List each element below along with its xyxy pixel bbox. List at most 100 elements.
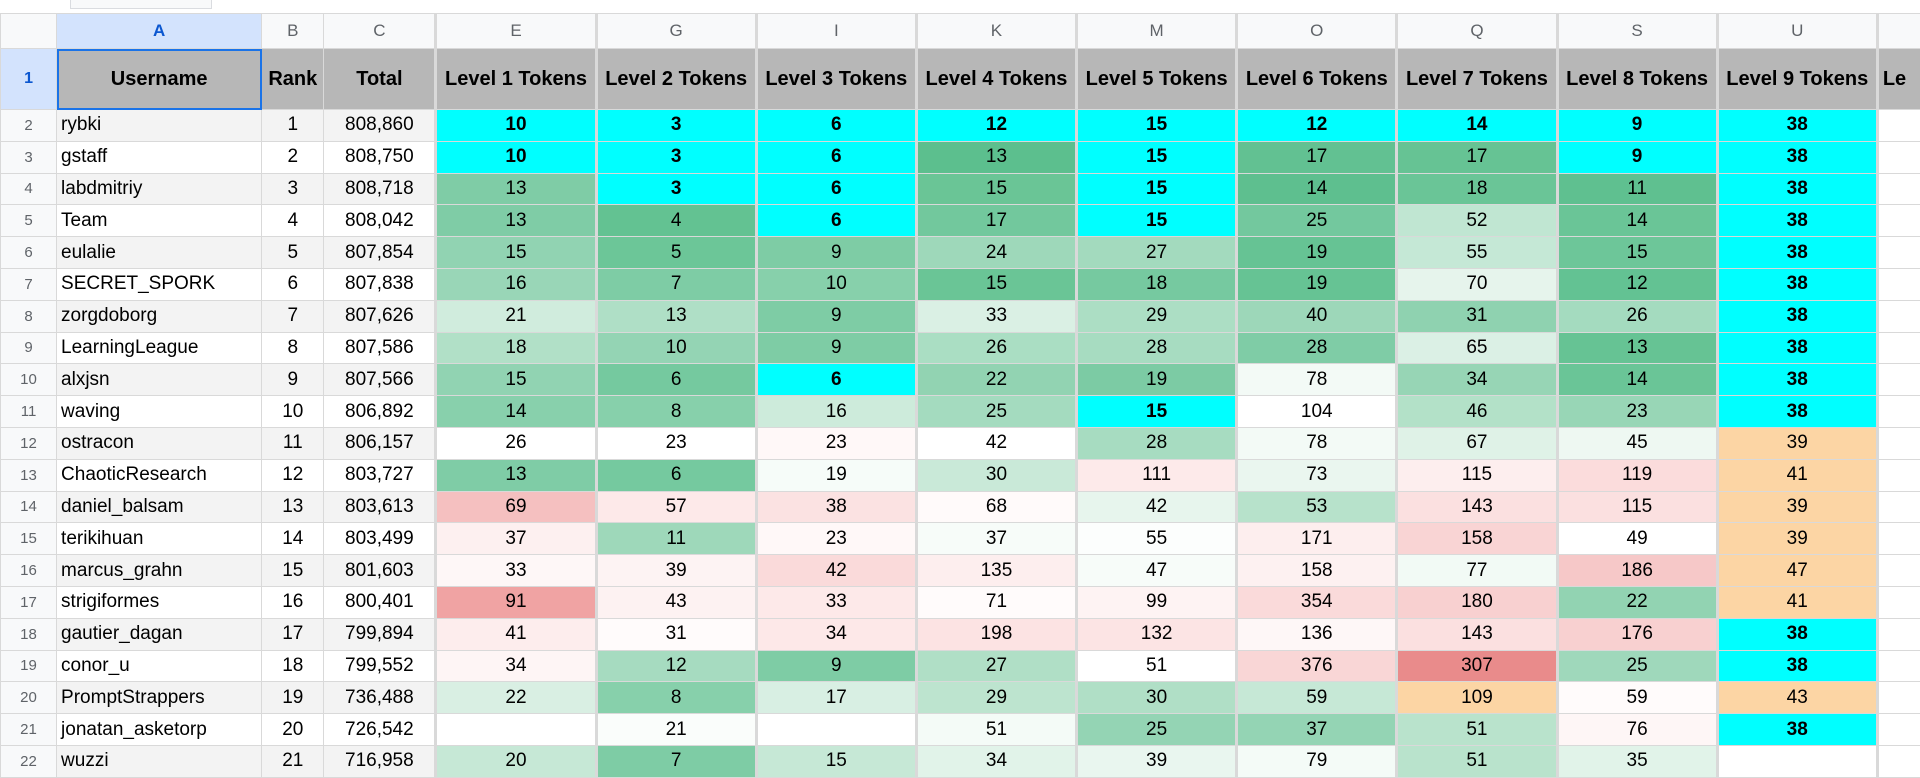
level-5-tokens-cell[interactable]: 28 [1077,332,1237,364]
row-number[interactable]: 16 [1,555,57,587]
column-header-g[interactable]: G [596,14,756,49]
header-cell-a[interactable]: Username [57,49,262,110]
rank-cell[interactable]: 15 [262,555,324,587]
level-9-tokens-cell[interactable]: 43 [1717,682,1877,714]
level-3-tokens-cell[interactable]: 6 [756,205,916,237]
level-6-tokens-cell[interactable]: 19 [1237,268,1397,300]
level-6-tokens-cell[interactable]: 40 [1237,300,1397,332]
row-number[interactable]: 3 [1,141,57,173]
username-cell[interactable]: strigiformes [57,586,262,618]
level-2-tokens-cell[interactable]: 7 [596,268,756,300]
level-4-tokens-cell[interactable]: 37 [916,523,1076,555]
level-8-tokens-cell[interactable]: 25 [1557,650,1717,682]
level-7-tokens-cell[interactable]: 31 [1397,300,1557,332]
rank-cell[interactable]: 1 [262,110,324,142]
column-header-s[interactable]: S [1557,14,1717,49]
header-cell-q[interactable]: Level 7 Tokens [1397,49,1557,110]
level-5-tokens-cell[interactable]: 15 [1077,173,1237,205]
level-5-tokens-cell[interactable]: 18 [1077,268,1237,300]
level-2-tokens-cell[interactable]: 8 [596,682,756,714]
level-8-tokens-cell[interactable]: 23 [1557,396,1717,428]
level-2-tokens-cell[interactable]: 3 [596,110,756,142]
total-cell[interactable]: 806,892 [324,396,436,428]
level-6-tokens-cell[interactable]: 171 [1237,523,1397,555]
username-cell[interactable]: alxjsn [57,364,262,396]
rank-cell[interactable]: 21 [262,745,324,777]
level-5-tokens-cell[interactable]: 42 [1077,491,1237,523]
total-cell[interactable]: 808,860 [324,110,436,142]
rank-cell[interactable]: 20 [262,714,324,746]
partial-cell[interactable] [1877,110,1920,142]
row-number[interactable]: 10 [1,364,57,396]
level-8-tokens-cell[interactable]: 9 [1557,110,1717,142]
level-8-tokens-cell[interactable]: 49 [1557,523,1717,555]
level-9-tokens-cell[interactable]: 38 [1717,714,1877,746]
level-8-tokens-cell[interactable]: 35 [1557,745,1717,777]
column-header-m[interactable]: M [1077,14,1237,49]
level-6-tokens-cell[interactable]: 14 [1237,173,1397,205]
level-7-tokens-cell[interactable]: 55 [1397,237,1557,269]
level-1-tokens-cell[interactable]: 13 [436,173,596,205]
rank-cell[interactable]: 17 [262,618,324,650]
level-7-tokens-cell[interactable]: 18 [1397,173,1557,205]
header-cell-c[interactable]: Total [324,49,436,110]
username-cell[interactable]: gstaff [57,141,262,173]
column-header-c[interactable]: C [324,14,436,49]
header-cell-b[interactable]: Rank [262,49,324,110]
row-number[interactable]: 17 [1,586,57,618]
header-cell-k[interactable]: Level 4 Tokens [916,49,1076,110]
level-4-tokens-cell[interactable]: 198 [916,618,1076,650]
level-7-tokens-cell[interactable]: 17 [1397,141,1557,173]
level-5-tokens-cell[interactable]: 25 [1077,714,1237,746]
level-8-tokens-cell[interactable]: 176 [1557,618,1717,650]
level-9-tokens-cell[interactable]: 39 [1717,491,1877,523]
column-header-u[interactable]: U [1717,14,1877,49]
level-2-tokens-cell[interactable]: 3 [596,141,756,173]
total-cell[interactable]: 808,718 [324,173,436,205]
level-5-tokens-cell[interactable]: 47 [1077,555,1237,587]
level-4-tokens-cell[interactable]: 26 [916,332,1076,364]
level-2-tokens-cell[interactable]: 4 [596,205,756,237]
level-6-tokens-cell[interactable]: 79 [1237,745,1397,777]
level-7-tokens-cell[interactable]: 115 [1397,459,1557,491]
level-2-tokens-cell[interactable]: 31 [596,618,756,650]
username-cell[interactable]: waving [57,396,262,428]
level-1-tokens-cell[interactable]: 15 [436,237,596,269]
level-9-tokens-cell[interactable]: 41 [1717,586,1877,618]
level-2-tokens-cell[interactable]: 10 [596,332,756,364]
level-9-tokens-cell[interactable] [1717,745,1877,777]
row-number[interactable]: 21 [1,714,57,746]
partial-cell[interactable] [1877,523,1920,555]
level-9-tokens-cell[interactable]: 39 [1717,427,1877,459]
level-2-tokens-cell[interactable]: 21 [596,714,756,746]
level-5-tokens-cell[interactable]: 15 [1077,110,1237,142]
partial-cell[interactable] [1877,141,1920,173]
level-2-tokens-cell[interactable]: 39 [596,555,756,587]
level-8-tokens-cell[interactable]: 9 [1557,141,1717,173]
level-4-tokens-cell[interactable]: 13 [916,141,1076,173]
partial-cell[interactable] [1877,237,1920,269]
row-number[interactable]: 22 [1,745,57,777]
rank-cell[interactable]: 14 [262,523,324,555]
level-1-tokens-cell[interactable]: 13 [436,205,596,237]
level-1-tokens-cell[interactable]: 22 [436,682,596,714]
rank-cell[interactable]: 8 [262,332,324,364]
level-5-tokens-cell[interactable]: 15 [1077,396,1237,428]
level-3-tokens-cell[interactable]: 42 [756,555,916,587]
level-4-tokens-cell[interactable]: 25 [916,396,1076,428]
rank-cell[interactable]: 5 [262,237,324,269]
level-2-tokens-cell[interactable]: 3 [596,173,756,205]
level-1-tokens-cell[interactable]: 15 [436,364,596,396]
level-7-tokens-cell[interactable]: 52 [1397,205,1557,237]
row-number[interactable]: 14 [1,491,57,523]
level-6-tokens-cell[interactable]: 78 [1237,364,1397,396]
level-9-tokens-cell[interactable]: 38 [1717,141,1877,173]
level-7-tokens-cell[interactable]: 51 [1397,714,1557,746]
level-5-tokens-cell[interactable]: 51 [1077,650,1237,682]
rank-cell[interactable]: 19 [262,682,324,714]
row-number[interactable]: 4 [1,173,57,205]
level-6-tokens-cell[interactable]: 19 [1237,237,1397,269]
partial-cell[interactable] [1877,745,1920,777]
username-cell[interactable]: ChaoticResearch [57,459,262,491]
level-4-tokens-cell[interactable]: 17 [916,205,1076,237]
